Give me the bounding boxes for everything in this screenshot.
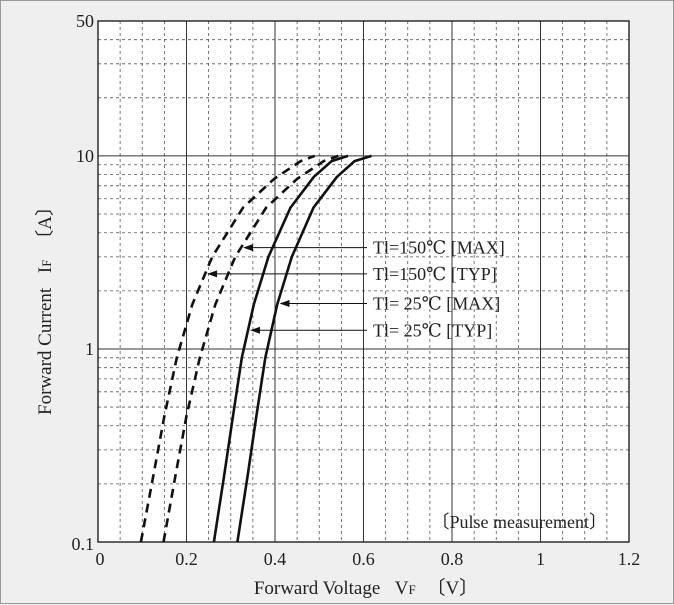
annotation-label-1: Tl=150℃ [MAX]: [373, 238, 505, 258]
x-tick-label: 0.2: [175, 549, 198, 569]
y-axis-symbol-sub: F: [39, 260, 54, 267]
annotation-label-4: Tl= 25℃ [TYP]: [373, 320, 492, 340]
x-axis-symbol-sub: F: [408, 582, 415, 597]
annotation-arrowhead: [242, 244, 253, 252]
x-axis-unit: 〔V〕: [426, 577, 478, 599]
curves: [139, 154, 372, 543]
x-tick-label: 1: [536, 549, 545, 569]
pulse-measurement-note: 〔Pulse measurement〕: [432, 512, 607, 532]
series-line-2: [139, 154, 316, 543]
x-tick-label: 1.2: [618, 549, 641, 569]
x-axis-symbol: V: [395, 578, 409, 599]
annotations: Tl=150℃ [MAX] Tl=150℃ [TYP] Tl= 25℃ [MAX] T…: [207, 238, 505, 340]
x-tick-label: 0.4: [264, 549, 287, 569]
annotation-arrowhead: [207, 270, 218, 278]
plot-border: [97, 20, 630, 543]
annotation-label-3: Tl= 25℃ [MAX]: [373, 293, 500, 313]
y-tick-label: 10: [76, 146, 94, 166]
x-tick-label: 0: [96, 549, 105, 569]
x-axis-label: Forward Voltage: [254, 578, 380, 599]
annotation-arrowhead: [279, 299, 290, 307]
x-axis-title: Forward Voltage VF 〔V〕: [254, 577, 478, 599]
tick-labels: 0 0.2 0.4 0.6 0.8 1 1.2 0.1 1 10 50: [72, 11, 641, 569]
y-axis-symbol: I: [35, 267, 56, 273]
y-axis-unit: 〔A〕: [34, 197, 56, 249]
grid-major: [97, 20, 630, 543]
x-tick-label: 0.8: [441, 549, 464, 569]
series-line-1: [162, 154, 339, 543]
series-line-3: [236, 154, 372, 543]
annotation-arrowhead: [249, 326, 260, 334]
series-line-4: [212, 154, 349, 543]
y-tick-label: 50: [76, 11, 94, 31]
y-tick-label: 1: [85, 339, 94, 359]
y-axis-title: Forward Current IF 〔A〕: [34, 197, 56, 415]
y-tick-label: 0.1: [72, 534, 95, 554]
x-tick-label: 0.6: [352, 549, 375, 569]
annotation-label-2: Tl=150℃ [TYP]: [373, 264, 497, 284]
y-axis-label: Forward Current: [35, 287, 56, 415]
